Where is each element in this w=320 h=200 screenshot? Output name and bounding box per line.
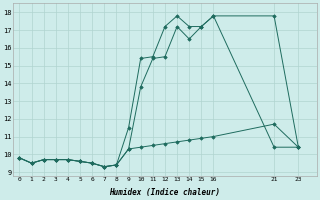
X-axis label: Humidex (Indice chaleur): Humidex (Indice chaleur) [109, 188, 220, 197]
